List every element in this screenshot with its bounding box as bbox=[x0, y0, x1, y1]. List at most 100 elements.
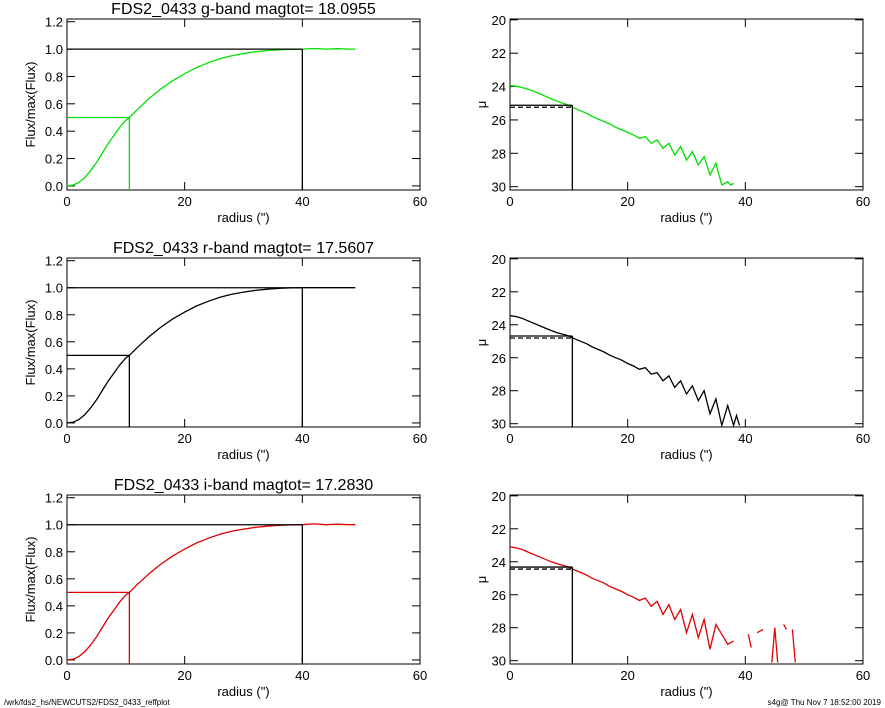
panel-3: 0 20 40 60 0.0 0.2 0.4 0.6 0.8 1.0 1.2 radius (") Fl… bbox=[23, 240, 427, 462]
y-tick-label: 26 bbox=[492, 351, 506, 366]
x-tick-label: 20 bbox=[620, 194, 634, 209]
x-tick-label: 0 bbox=[506, 431, 513, 446]
y-tick-label: 20 bbox=[492, 13, 506, 28]
y-tick-label: 1.2 bbox=[45, 254, 63, 269]
panel-6: 0 20 40 60 20 22 24 26 28 30 radius (") μ bbox=[474, 489, 870, 699]
y-tick-label: 28 bbox=[492, 384, 506, 399]
panel-4: 0 20 40 60 20 22 24 26 28 30 radius (") μ bbox=[474, 252, 870, 462]
y-tick-label: 24 bbox=[492, 80, 506, 95]
x-tick-label: 0 bbox=[506, 668, 513, 683]
x-axis-title: radius (") bbox=[660, 210, 712, 225]
y-axis-title: Flux/max(Flux) bbox=[23, 62, 38, 148]
footer-timestamp: s4g@ Thu Nov 7 18:52:00 2019 bbox=[767, 698, 881, 707]
panel-title: FDS2_0433 i-band magtot= 17.2830 bbox=[114, 477, 373, 494]
y-tick-label: 30 bbox=[492, 180, 506, 195]
y-tick-label: 22 bbox=[492, 285, 506, 300]
x-tick-label: 40 bbox=[738, 431, 752, 446]
plot-area bbox=[510, 85, 734, 190]
y-tick-label: 0.6 bbox=[45, 335, 63, 350]
x-axis-title: radius (") bbox=[660, 684, 712, 699]
y-tick-label: 20 bbox=[492, 252, 506, 267]
y-tick-label: 0.8 bbox=[45, 69, 63, 84]
plot-frame bbox=[509, 18, 864, 191]
plot-frame bbox=[66, 257, 421, 428]
y-tick-label: 24 bbox=[492, 555, 506, 570]
y-tick-label: 1.2 bbox=[45, 491, 63, 506]
y-tick-label: 0.6 bbox=[45, 97, 63, 112]
y-tick-label: 24 bbox=[492, 318, 506, 333]
panel-1: 0 20 40 60 0.0 0.2 0.4 0.6 0.8 1.0 1.2 radius (") Fl… bbox=[23, 1, 427, 225]
x-tick-label: 40 bbox=[295, 668, 309, 683]
x-tick-label: 0 bbox=[63, 431, 70, 446]
y-tick-label: 0.0 bbox=[45, 179, 63, 194]
plot-frame bbox=[66, 18, 421, 191]
plot-area bbox=[67, 523, 356, 664]
x-tick-label: 60 bbox=[856, 194, 870, 209]
y-tick-label: 0.2 bbox=[45, 626, 63, 641]
y-tick-label: 20 bbox=[492, 489, 506, 504]
x-axis-title: radius (") bbox=[217, 447, 269, 462]
x-axis-title: radius (") bbox=[217, 210, 269, 225]
y-tick-label: 0.8 bbox=[45, 545, 63, 560]
y-tick-label: 26 bbox=[492, 588, 506, 603]
x-tick-label: 40 bbox=[738, 668, 752, 683]
y-tick-label: 0.0 bbox=[45, 653, 63, 668]
x-tick-label: 20 bbox=[177, 668, 191, 683]
y-tick-label: 1.2 bbox=[45, 15, 63, 30]
y-tick-label: 0.2 bbox=[45, 389, 63, 404]
y-tick-label: 28 bbox=[492, 146, 506, 161]
x-tick-label: 40 bbox=[295, 194, 309, 209]
x-axis-title: radius (") bbox=[217, 684, 269, 699]
x-tick-label: 60 bbox=[413, 194, 427, 209]
panel-5: 0 20 40 60 0.0 0.2 0.4 0.6 0.8 1.0 1.2 radius (") Fl… bbox=[23, 477, 427, 699]
x-tick-label: 60 bbox=[413, 668, 427, 683]
plot-area bbox=[67, 287, 356, 427]
panel-title: FDS2_0433 g-band magtot= 18.0955 bbox=[111, 1, 376, 18]
y-tick-label: 1.0 bbox=[45, 518, 63, 533]
series-line bbox=[771, 627, 779, 663]
series-line bbox=[510, 546, 734, 650]
y-tick-label: 22 bbox=[492, 522, 506, 537]
y-tick-label: 30 bbox=[492, 654, 506, 669]
y-tick-label: 0.8 bbox=[45, 308, 63, 323]
footer-file-path: /wrk/fds2_hs/NEWCUTS2/FDS2_0433_reffplot bbox=[4, 698, 170, 707]
y-tick-label: 26 bbox=[492, 113, 506, 128]
plot-area bbox=[510, 546, 796, 664]
y-tick-label: 1.0 bbox=[45, 281, 63, 296]
series-line bbox=[510, 85, 734, 186]
y-tick-label: 22 bbox=[492, 46, 506, 61]
x-tick-label: 20 bbox=[620, 431, 634, 446]
x-tick-label: 40 bbox=[738, 194, 752, 209]
x-tick-label: 60 bbox=[856, 668, 870, 683]
plot-frame bbox=[66, 494, 421, 665]
series-line bbox=[791, 629, 796, 663]
y-axis-title: μ bbox=[474, 576, 489, 584]
y-tick-label: 0.2 bbox=[45, 152, 63, 167]
x-tick-label: 20 bbox=[177, 431, 191, 446]
y-tick-label: 0.4 bbox=[45, 362, 63, 377]
x-tick-label: 0 bbox=[63, 668, 70, 683]
series-line bbox=[756, 628, 764, 634]
y-axis-title: μ bbox=[474, 339, 489, 347]
y-tick-label: 0.4 bbox=[45, 599, 63, 614]
x-tick-label: 60 bbox=[856, 431, 870, 446]
y-axis-title: Flux/max(Flux) bbox=[23, 300, 38, 386]
x-tick-label: 0 bbox=[506, 194, 513, 209]
series-line bbox=[510, 315, 741, 427]
plot-frame bbox=[509, 494, 864, 665]
plot-area bbox=[67, 47, 356, 190]
y-tick-label: 0.0 bbox=[45, 416, 63, 431]
x-axis-title: radius (") bbox=[660, 447, 712, 462]
plot-area bbox=[510, 315, 741, 427]
plot-frame bbox=[509, 257, 864, 428]
y-tick-label: 1.0 bbox=[45, 42, 63, 57]
x-tick-label: 60 bbox=[413, 431, 427, 446]
series-line bbox=[747, 634, 752, 648]
y-tick-label: 0.6 bbox=[45, 572, 63, 587]
panel-2: 0 20 40 60 20 22 24 26 28 30 radius (") μ bbox=[474, 13, 870, 225]
y-tick-label: 30 bbox=[492, 417, 506, 432]
y-tick-label: 28 bbox=[492, 621, 506, 636]
x-tick-label: 0 bbox=[63, 194, 70, 209]
x-tick-label: 40 bbox=[295, 431, 309, 446]
